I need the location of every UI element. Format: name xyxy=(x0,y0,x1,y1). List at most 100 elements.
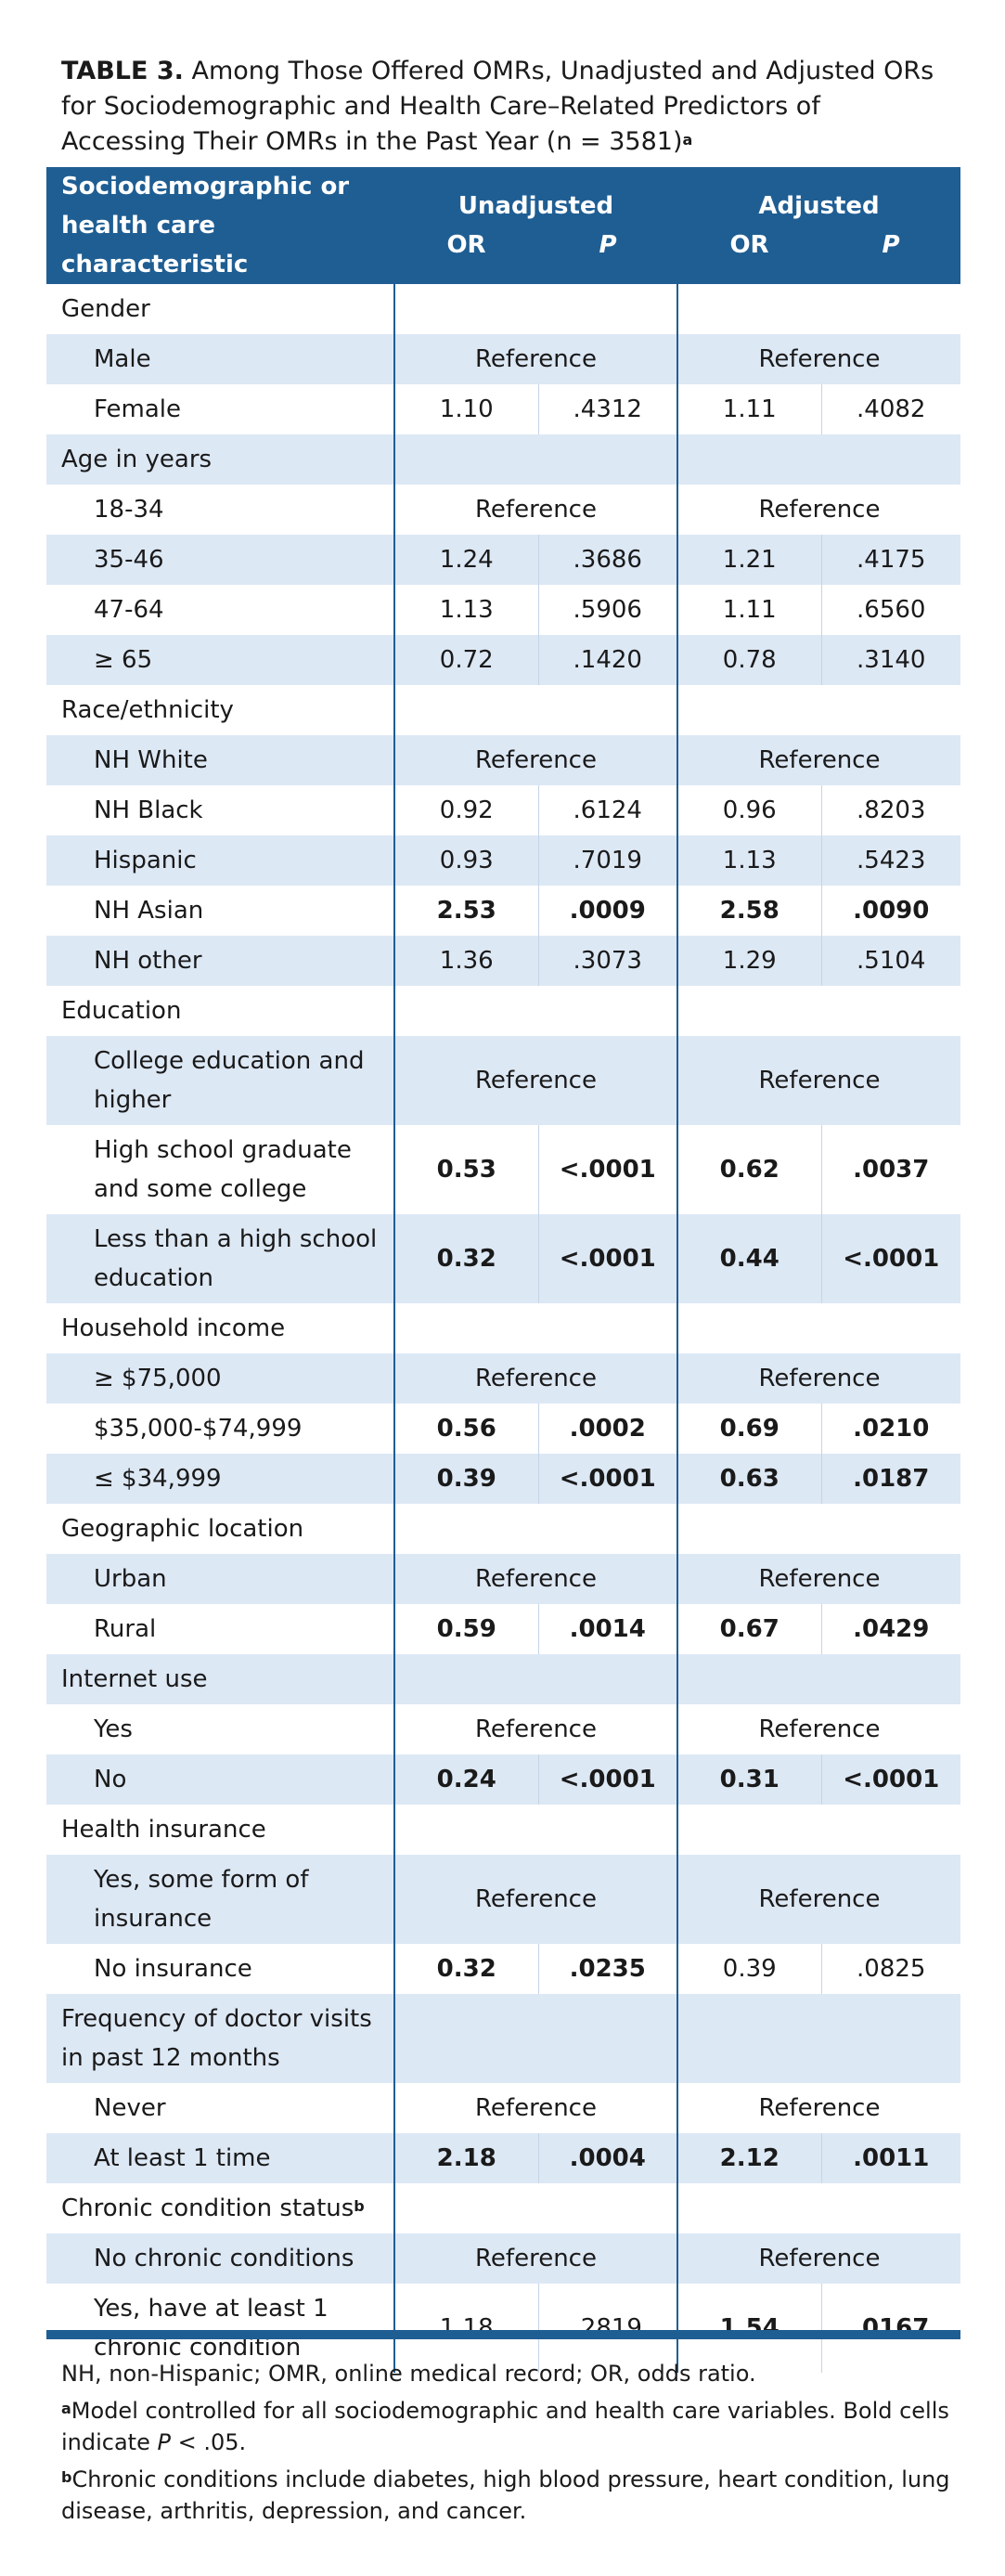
unadjusted-or: 0.93 xyxy=(393,835,538,886)
adjusted-p: <.0001 xyxy=(820,1214,960,1303)
row-label-text: No chronic conditions xyxy=(94,2245,354,2272)
row-label-text: Rural xyxy=(94,1615,157,1643)
header-adjusted-or: OR xyxy=(729,231,769,259)
adjusted-or: 0.31 xyxy=(676,1754,821,1805)
row-label-text: 18-34 xyxy=(94,496,164,524)
table-body: Gender Male Reference Reference Female 1.10.4… xyxy=(46,284,960,2373)
unadjusted-p: .4312 xyxy=(537,384,677,434)
header-unadjusted-or: OR xyxy=(446,231,486,259)
adjusted-p: .5423 xyxy=(820,835,960,886)
category-label: Health insurance xyxy=(46,1805,394,1855)
empty-cell xyxy=(393,284,677,334)
row-label: Female xyxy=(46,384,394,434)
footnote-a: aModel controlled for all sociodemograph… xyxy=(61,2395,952,2458)
row-label-text: Health insurance xyxy=(61,1816,266,1844)
reference-adjusted: Reference xyxy=(676,334,960,384)
adjusted-p: .4082 xyxy=(820,384,960,434)
row-label: Yes xyxy=(46,1704,394,1754)
unadjusted-or: 0.59 xyxy=(393,1604,538,1654)
reference-unadjusted: Reference xyxy=(393,1704,677,1754)
row-label-text: $35,000-$74,999 xyxy=(94,1415,303,1443)
results-table: Sociodemographic or health care characte… xyxy=(46,167,960,2373)
table-row: No 0.24 <.0001 0.31 <.0001 xyxy=(46,1754,960,1805)
unadjusted-or: 1.10 xyxy=(393,384,538,434)
row-label: Hispanic xyxy=(46,835,394,886)
row-label-text: NH Black xyxy=(94,796,203,824)
row-label: NH Black xyxy=(46,785,394,835)
empty-cell xyxy=(676,2183,960,2233)
table-row: Less than a high school education 0.32 <.0… xyxy=(46,1214,960,1303)
unadjusted-p: .0002 xyxy=(537,1404,677,1454)
unadjusted-p: .1420 xyxy=(537,635,677,685)
row-footnote-marker: b xyxy=(354,2197,365,2215)
adjusted-or: 0.62 xyxy=(676,1125,821,1214)
category-label: Age in years xyxy=(46,434,394,485)
row-label-text: Less than a high school education xyxy=(94,1225,378,1292)
unadjusted-p: <.0001 xyxy=(537,1214,677,1303)
row-label-text: Internet use xyxy=(61,1665,208,1693)
reference-unadjusted: Reference xyxy=(393,334,677,384)
unadjusted-or: 0.56 xyxy=(393,1404,538,1454)
table-row: Male Reference Reference xyxy=(46,334,960,384)
row-label-text: College education and higher xyxy=(94,1047,365,1114)
category-label: Geographic location xyxy=(46,1504,394,1554)
row-label: Male xyxy=(46,334,394,384)
reference-adjusted: Reference xyxy=(676,1704,960,1754)
row-label-text: Yes, some form of insurance xyxy=(94,1866,309,1933)
row-label-text: Race/ethnicity xyxy=(61,696,234,724)
empty-cell xyxy=(393,434,677,485)
unadjusted-p: .0014 xyxy=(537,1604,677,1654)
footnote-a-p: P xyxy=(157,2429,171,2455)
row-label-text: NH other xyxy=(94,947,202,975)
category-label: Frequency of doctor visits in past 12 mo… xyxy=(46,1994,394,2083)
table-row: ≤ $34,999 0.39 <.0001 0.63.0187 xyxy=(46,1454,960,1504)
row-label-text: Household income xyxy=(61,1314,286,1342)
table-row: 35-46 1.24.3686 1.21.4175 xyxy=(46,535,960,585)
unadjusted-p: <.0001 xyxy=(537,1125,677,1214)
reference-unadjusted: Reference xyxy=(393,485,677,535)
row-label: $35,000-$74,999 xyxy=(46,1404,394,1454)
adjusted-or: 2.58 xyxy=(676,886,821,936)
reference-adjusted: Reference xyxy=(676,2083,960,2133)
header-unadjusted-label: Unadjusted xyxy=(457,192,614,220)
unadjusted-or: 0.32 xyxy=(393,1214,538,1303)
header-characteristic: Sociodemographic or health care characte… xyxy=(46,167,394,284)
row-label-text: Gender xyxy=(61,295,150,323)
table-row: NH Black 0.92.6124 0.96.8203 xyxy=(46,785,960,835)
adjusted-p: <.0001 xyxy=(820,1754,960,1805)
reference-adjusted: Reference xyxy=(676,1554,960,1604)
table-row: Yes Reference Reference xyxy=(46,1704,960,1754)
table-row: 18-34 Reference Reference xyxy=(46,485,960,535)
unadjusted-or: 2.18 xyxy=(393,2133,538,2183)
footnote-b: bChronic conditions include diabetes, hi… xyxy=(61,2464,952,2527)
unadjusted-or: 1.36 xyxy=(393,936,538,986)
row-label: College education and higher xyxy=(46,1036,394,1125)
row-label-text: Female xyxy=(94,395,182,423)
row-label: Urban xyxy=(46,1554,394,1604)
empty-cell xyxy=(393,1654,677,1704)
empty-cell xyxy=(393,2183,677,2233)
category-label: Gender xyxy=(46,284,394,334)
table-row: Race/ethnicity xyxy=(46,685,960,735)
footnote-a-marker: a xyxy=(61,2400,71,2417)
table-row: Geographic location xyxy=(46,1504,960,1554)
reference-unadjusted: Reference xyxy=(393,1855,677,1944)
reference-adjusted: Reference xyxy=(676,735,960,785)
empty-cell xyxy=(393,986,677,1036)
adjusted-p: .0037 xyxy=(820,1125,960,1214)
empty-cell xyxy=(676,1504,960,1554)
row-label-text: Frequency of doctor visits in past 12 mo… xyxy=(61,2005,372,2072)
adjusted-or: 0.78 xyxy=(676,635,821,685)
unadjusted-p: <.0001 xyxy=(537,1454,677,1504)
table-row: NH other 1.36.3073 1.29.5104 xyxy=(46,936,960,986)
empty-cell xyxy=(393,1504,677,1554)
footnote-b-marker: b xyxy=(61,2468,72,2486)
empty-cell xyxy=(676,685,960,735)
category-label: Chronic condition statusb xyxy=(46,2183,394,2233)
table-row: NH Asian 2.53.0009 2.58.0090 xyxy=(46,886,960,936)
adjusted-p: .8203 xyxy=(820,785,960,835)
category-label: Race/ethnicity xyxy=(46,685,394,735)
unadjusted-p: .5906 xyxy=(537,585,677,635)
adjusted-or: 0.96 xyxy=(676,785,821,835)
footnote-a-text: Model controlled for all sociodemographi… xyxy=(61,2398,949,2455)
